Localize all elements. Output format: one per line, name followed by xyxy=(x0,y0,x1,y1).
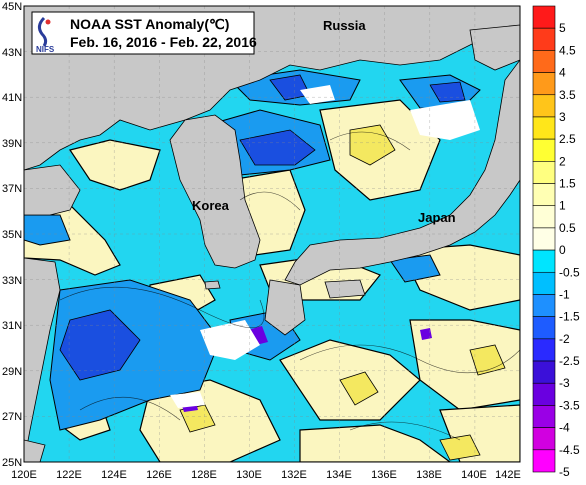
colorbar-swatch xyxy=(532,72,556,96)
colorbar-swatch xyxy=(532,205,556,229)
latitude-labels: 45N 43N 41N 39N 37N 35N 33N 31N 29N 27N … xyxy=(2,1,22,469)
colorbar-swatch xyxy=(532,271,556,295)
colorbar-label: 3 xyxy=(559,110,566,124)
colorbar-swatch xyxy=(532,316,556,340)
colorbar-label: 0 xyxy=(559,243,566,257)
lon-label: 122E xyxy=(56,469,82,481)
colorbar-label: -1.5 xyxy=(559,310,580,324)
colorbar-swatch xyxy=(532,227,556,251)
colorbar-swatch xyxy=(532,294,556,317)
colorbar-swatch xyxy=(532,405,556,428)
colorbar-label: -0.5 xyxy=(559,265,580,279)
nifs-logo: NIFS xyxy=(36,16,55,54)
colorbar-label: -4.5 xyxy=(559,443,580,457)
colorbar-swatch xyxy=(532,183,556,207)
colorbar-label: 0.5 xyxy=(559,221,576,235)
nifs-logo-text: NIFS xyxy=(36,45,55,54)
lat-label: 39N xyxy=(2,138,22,150)
colorbar-label: 3.5 xyxy=(559,88,576,102)
colorbar-label: 1.5 xyxy=(559,177,576,191)
lat-label: 33N xyxy=(2,275,22,287)
colorbar-swatch xyxy=(532,449,556,473)
lon-label: 120E xyxy=(11,469,37,481)
lon-label: 124E xyxy=(101,469,127,481)
colorbar-label: 4.5 xyxy=(559,43,576,57)
lat-label: 27N xyxy=(2,411,22,423)
colorbar: 5 4.5 4 3.5 3 2.5 2 1.5 1 0.5 0 -0.5 -1 -1.5 -2 -2.5 -3 -… xyxy=(532,5,580,479)
lon-label: 142E xyxy=(495,469,521,481)
colorbar-label: -1 xyxy=(559,287,570,301)
colorbar-label: -5 xyxy=(559,465,570,479)
lat-label: 41N xyxy=(2,92,22,104)
lon-label: 130E xyxy=(236,469,262,481)
colorbar-swatch xyxy=(532,161,556,184)
colorbar-label: 2.5 xyxy=(559,132,576,146)
colorbar-label: -2 xyxy=(559,332,570,346)
colorbar-swatch xyxy=(532,249,556,273)
lon-label: 134E xyxy=(326,469,352,481)
place-label-japan: Japan xyxy=(418,210,456,225)
colorbar-swatch xyxy=(532,116,556,140)
lon-label: 132E xyxy=(281,469,307,481)
colorbar-swatch xyxy=(532,427,556,451)
colorbar-swatch xyxy=(532,94,556,118)
warm-peaks xyxy=(179,124,506,461)
place-label-russia: Russia xyxy=(323,18,366,33)
lon-label: 128E xyxy=(191,469,217,481)
colorbar-label: 2 xyxy=(559,154,566,168)
colorbar-swatch xyxy=(532,338,556,362)
lon-label: 126E xyxy=(146,469,172,481)
colorbar-swatch xyxy=(532,360,556,384)
title-box: NIFS NOAA SST Anomaly(℃) Feb. 16, 2016 -… xyxy=(31,11,257,55)
colorbar-label: 1 xyxy=(559,199,566,213)
colorbar-label: -4 xyxy=(559,421,570,435)
lon-label: 136E xyxy=(371,469,397,481)
lat-label: 29N xyxy=(2,366,22,378)
map-date-range: Feb. 16, 2016 - Feb. 22, 2016 xyxy=(70,34,257,50)
lat-label: 31N xyxy=(2,320,22,332)
colorbar-label: 4 xyxy=(559,66,566,80)
place-label-korea: Korea xyxy=(192,198,230,213)
colorbar-swatch xyxy=(532,50,556,73)
colorbar-label: -2.5 xyxy=(559,354,580,368)
grid-lines xyxy=(24,6,520,462)
colorbar-swatch xyxy=(532,27,556,51)
colorbar-swatch xyxy=(532,5,556,29)
lat-label: 35N xyxy=(2,229,22,241)
map-frame xyxy=(23,5,521,463)
cloud-mask xyxy=(170,85,480,408)
lon-label: 140E xyxy=(461,469,487,481)
colorbar-label: -3.5 xyxy=(559,398,580,412)
colorbar-swatch xyxy=(532,138,556,162)
colorbar-label: 5 xyxy=(559,21,566,35)
lat-label: 25N xyxy=(2,457,22,469)
colorbar-swatch xyxy=(532,382,556,406)
colorbar-label: -3 xyxy=(559,376,570,390)
lat-label: 43N xyxy=(2,47,22,59)
longitude-labels: 120E 122E 124E 126E 128E 130E 132E 134E … xyxy=(11,469,521,481)
lon-label: 138E xyxy=(416,469,442,481)
warm-anomaly-areas xyxy=(24,99,520,462)
lat-label: 37N xyxy=(2,183,22,195)
lat-label: 45N xyxy=(2,1,22,13)
map-title: NOAA SST Anomaly(℃) xyxy=(70,16,229,32)
